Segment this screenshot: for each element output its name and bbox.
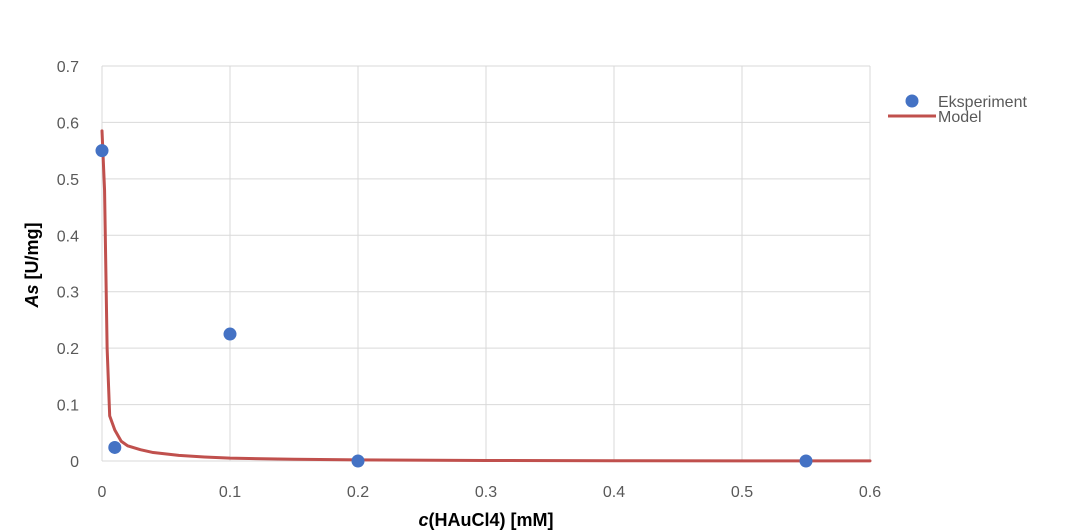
model-series xyxy=(100,129,872,463)
x-axis-title-italic: c xyxy=(419,510,429,530)
y-tick-label: 0.6 xyxy=(57,115,79,132)
legend-label-eksperiment: Eksperiment xyxy=(938,94,1027,111)
y-axis-title-rest: [U/mg] xyxy=(22,222,42,284)
y-tick-label: 0.1 xyxy=(57,398,79,415)
y-tick-labels: 0 0.1 0.2 0.3 0.4 0.5 0.6 0.7 xyxy=(57,59,79,471)
experiment-point xyxy=(108,440,122,454)
x-tick-label: 0.1 xyxy=(219,484,241,501)
x-tick-label: 0.2 xyxy=(347,484,369,501)
x-tick-label: 0.4 xyxy=(603,484,625,501)
y-axis-title-italic: As xyxy=(22,284,42,308)
x-tick-label: 0.5 xyxy=(731,484,753,501)
x-tick-label: 0.3 xyxy=(475,484,497,501)
experiment-series xyxy=(95,144,813,468)
y-tick-label: 0.4 xyxy=(57,228,79,245)
x-axis-title: c(HAuCl4) [mM] xyxy=(419,510,554,530)
legend-label-model: Model xyxy=(938,109,982,126)
y-tick-label: 0 xyxy=(70,454,79,471)
model-line xyxy=(100,129,872,463)
legend-marker-eksperiment xyxy=(905,94,919,108)
y-tick-label: 0.7 xyxy=(57,59,79,76)
legend: Eksperiment Model xyxy=(888,94,1027,126)
y-tick-label: 0.3 xyxy=(57,285,79,302)
experiment-point xyxy=(95,144,109,158)
x-tick-label: 0.6 xyxy=(859,484,881,501)
x-axis-title-rest: (HAuCl4) [mM] xyxy=(429,510,554,530)
x-tick-labels: 0 0.1 0.2 0.3 0.4 0.5 0.6 xyxy=(98,484,882,501)
experiment-point xyxy=(351,454,365,468)
y-axis-title: As [U/mg] xyxy=(22,222,42,308)
gridlines xyxy=(102,65,871,461)
y-tick-label: 0.5 xyxy=(57,172,79,189)
experiment-point xyxy=(799,454,813,468)
x-tick-label: 0 xyxy=(98,484,107,501)
experiment-point xyxy=(223,327,237,341)
y-tick-label: 0.2 xyxy=(57,341,79,358)
